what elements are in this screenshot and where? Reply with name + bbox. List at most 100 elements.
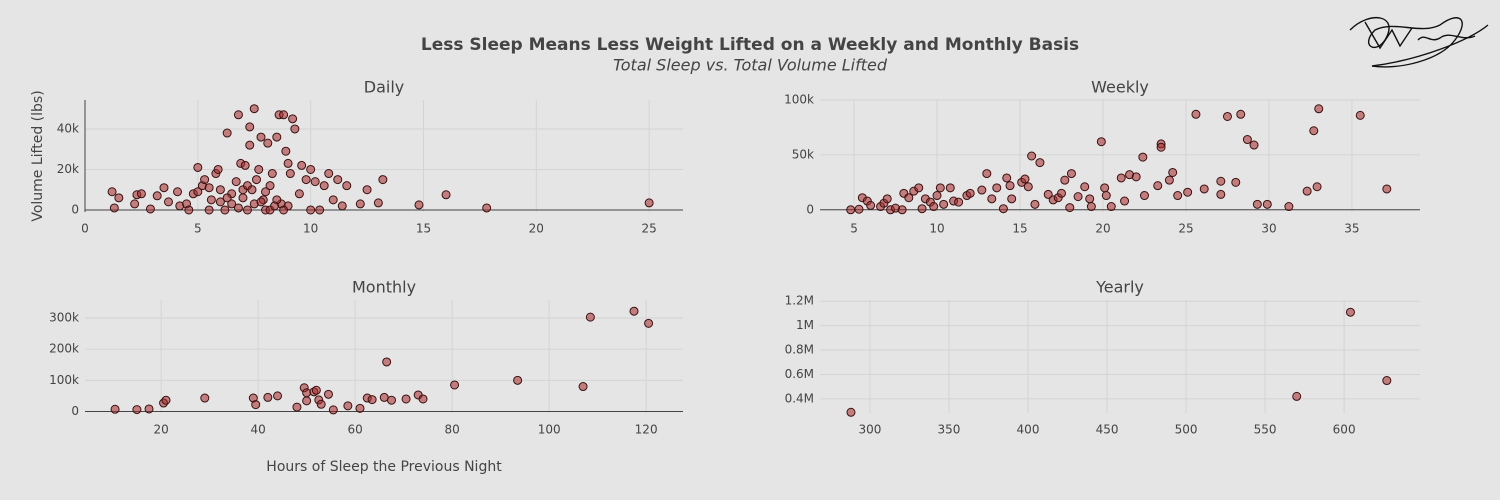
point [917,204,927,214]
point [965,188,975,198]
point [382,357,392,367]
point [1100,183,1110,193]
x-tick-label: 0 [81,222,89,236]
point [324,169,334,179]
point [1312,182,1322,192]
y-tick-label: 0 [71,404,79,418]
y-tick-label: 0 [806,202,814,216]
point [1023,182,1033,192]
point [173,187,183,197]
point [319,181,329,191]
point [302,388,312,398]
x-tick-label: 15 [416,222,431,236]
point [355,199,365,209]
point [136,189,146,199]
point [1252,199,1262,209]
x-tick-label: 15 [1012,222,1027,236]
point [1066,169,1076,179]
point [450,380,460,390]
point [987,194,997,204]
point [1096,137,1106,147]
point [333,175,343,185]
point [418,394,428,404]
point [1302,186,1312,196]
point [302,396,312,406]
x-tick-label: 30 [1261,222,1276,236]
point [578,382,588,392]
point [323,389,333,399]
x-tick-label: 25 [1178,222,1193,236]
point [265,181,275,191]
point [1164,175,1174,185]
x-tick-label: 10 [929,222,944,236]
point [585,312,595,322]
point [343,401,353,411]
point [301,175,311,185]
point [315,205,325,215]
point [1284,202,1294,212]
point [110,404,120,414]
point [107,187,117,197]
y-tick-label: 40k [57,121,79,135]
point [273,391,283,401]
point [159,183,169,193]
point [1216,189,1226,199]
point [292,402,302,412]
point [982,169,992,179]
point [1101,191,1111,201]
y-tick-label: 50k [792,147,814,161]
point [629,306,639,316]
point [256,197,266,207]
point [114,193,124,203]
point [1002,173,1012,183]
point [482,203,492,213]
x-tick-label: 40 [251,423,266,437]
point [1382,376,1392,386]
point [193,162,203,172]
point [414,200,424,210]
x-tick-label: 500 [1175,423,1198,437]
x-tick-label: 600 [1333,423,1356,437]
point [306,205,316,215]
point [929,202,939,212]
point [1060,175,1070,185]
y-tick-label: 100k [49,373,79,387]
point [1153,181,1163,191]
point [1131,172,1141,182]
point [200,175,210,185]
point [1183,187,1193,197]
point [206,195,216,205]
point [193,187,203,197]
signature [1349,16,1489,68]
point [1355,110,1365,120]
point [992,183,1002,193]
point [846,205,856,215]
point [1199,184,1209,194]
point [1262,199,1272,209]
y-tick-label: 0 [71,202,79,216]
point [1005,181,1015,191]
point [222,193,232,203]
point [1020,174,1030,184]
x-tick-label: 60 [348,423,363,437]
x-tick-label: 20 [154,423,169,437]
point [245,122,255,132]
point [285,169,295,179]
point [109,203,119,213]
point [1222,111,1232,121]
x-tick-label: 100 [538,423,561,437]
point [204,205,214,215]
point [1086,202,1096,212]
point [249,104,259,114]
point [1035,158,1045,168]
point [256,132,266,142]
subplot-title: Yearly [1095,278,1144,297]
point [1191,109,1201,119]
point [279,205,289,215]
point [263,392,273,402]
x-tick-label: 120 [635,423,658,437]
point [204,183,214,193]
x-tick-label: 550 [1254,423,1277,437]
point [215,185,225,195]
point [242,205,252,215]
